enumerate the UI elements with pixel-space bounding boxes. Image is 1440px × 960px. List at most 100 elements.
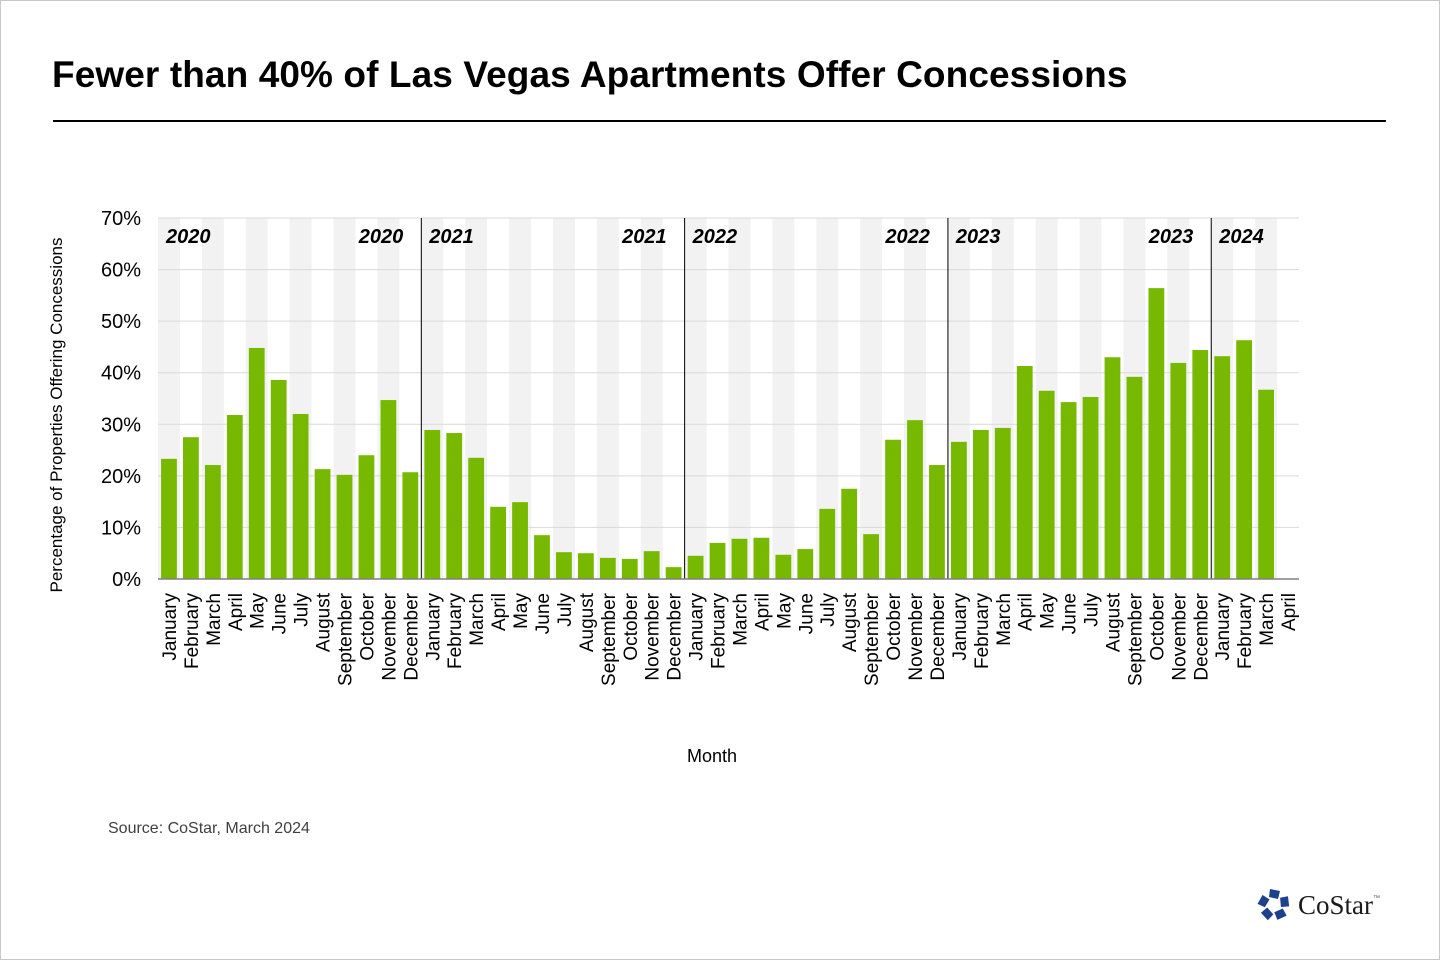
x-tick-label: June — [533, 593, 554, 634]
bar — [446, 433, 463, 579]
x-tick-label: February — [972, 593, 993, 670]
column-band — [728, 218, 751, 579]
x-tick-label: April — [1279, 593, 1300, 631]
bar — [687, 555, 704, 579]
bar — [183, 437, 199, 579]
bar — [1038, 390, 1055, 579]
bar — [490, 506, 507, 579]
column-band — [684, 218, 707, 579]
bar — [1016, 366, 1033, 579]
x-tick-label: November — [1169, 592, 1190, 680]
x-tick-label: February — [182, 593, 203, 670]
year-annotation: 2020 — [165, 226, 211, 248]
x-tick-label: October — [1147, 592, 1168, 660]
year-annotations: 2020 2020 2021 2021 2022 2022 2023 2023 2024 — [165, 226, 1264, 248]
bar — [709, 542, 726, 579]
bar — [248, 347, 265, 579]
title-rule — [53, 120, 1386, 122]
column-band — [509, 218, 532, 579]
bar — [863, 534, 880, 579]
bar — [226, 415, 243, 579]
x-tick-label: March — [467, 593, 488, 646]
x-tick-label: January — [687, 593, 708, 661]
bar — [1148, 288, 1165, 579]
bar — [270, 379, 287, 579]
bar — [1082, 396, 1099, 579]
x-tick-label: September — [1125, 592, 1146, 686]
y-tick-label: 20% — [101, 466, 141, 488]
bar — [643, 551, 660, 579]
x-tick-labels: January February March April May June July Augu… — [160, 592, 1300, 686]
x-tick-label: December — [401, 592, 422, 680]
x-tick-label: April — [226, 593, 247, 631]
x-tick-label: September — [599, 592, 620, 686]
bar — [665, 567, 682, 579]
bar — [907, 420, 923, 579]
x-tick-label: March — [994, 593, 1015, 646]
x-tick-label: June — [796, 593, 817, 634]
x-tick-label: May — [511, 593, 532, 629]
x-tick-label: May — [248, 593, 269, 629]
bar — [468, 457, 485, 579]
column-band — [640, 218, 663, 579]
year-annotation: 2022 — [884, 226, 930, 248]
x-tick-label: July — [555, 593, 576, 627]
bar — [1192, 350, 1209, 579]
source-note: Source: CoStar, March 2024 — [108, 820, 310, 837]
x-tick-label: May — [774, 593, 795, 629]
logo-text: CoStar — [1298, 889, 1374, 920]
bar — [621, 558, 638, 579]
x-tick-label: February — [1235, 593, 1256, 670]
x-tick-label: September — [336, 592, 357, 686]
bar — [819, 508, 836, 579]
bar — [731, 538, 748, 579]
bar — [775, 554, 792, 579]
x-tick-label: August — [840, 592, 861, 652]
bar — [204, 465, 221, 579]
chart-title: Fewer than 40% of Las Vegas Apartments O… — [52, 54, 1128, 95]
bar — [994, 427, 1011, 579]
costar-star-icon — [1257, 889, 1290, 921]
bar — [1104, 357, 1121, 579]
bar — [841, 488, 858, 579]
bar — [972, 429, 989, 579]
x-tick-label: October — [884, 592, 905, 660]
x-tick-label: January — [950, 593, 971, 661]
y-axis-title: Percentage of Properties Offering Conces… — [47, 238, 66, 593]
bar — [556, 552, 572, 579]
x-tick-label: June — [270, 593, 291, 634]
x-tick-label: November — [906, 592, 927, 680]
bar — [577, 553, 594, 579]
bar — [885, 439, 901, 579]
bar — [753, 537, 770, 579]
x-tick-label: January — [1213, 593, 1234, 661]
x-tick-label: August — [577, 592, 598, 652]
y-tick-labels: 0% 10% 20% 30% 40% 50% 60% 70% — [101, 208, 141, 591]
bar — [512, 502, 528, 579]
x-tick-label: December — [1191, 592, 1212, 680]
year-annotation: 2020 — [358, 226, 404, 248]
x-tick-label: April — [1016, 593, 1037, 631]
year-annotation: 2022 — [692, 226, 738, 248]
bar — [599, 557, 616, 579]
y-tick-label: 60% — [101, 260, 141, 282]
x-tick-label: December — [665, 592, 686, 680]
bar — [336, 474, 353, 579]
x-tick-label: January — [423, 593, 444, 661]
year-annotation: 2021 — [428, 226, 474, 248]
bar — [1258, 389, 1274, 579]
bar — [1126, 376, 1143, 579]
x-tick-label: November — [379, 592, 400, 680]
costar-logo: CoStar ™ — [1256, 887, 1380, 923]
x-tick-label: April — [489, 593, 510, 631]
bar — [1060, 402, 1077, 579]
x-tick-label: July — [818, 593, 839, 627]
x-tick-label: December — [928, 592, 949, 680]
bar — [402, 472, 419, 579]
x-tick-label: October — [621, 592, 642, 660]
y-tick-label: 30% — [101, 414, 141, 436]
column-band — [596, 218, 619, 579]
bar — [534, 535, 550, 579]
bar — [1214, 356, 1231, 579]
